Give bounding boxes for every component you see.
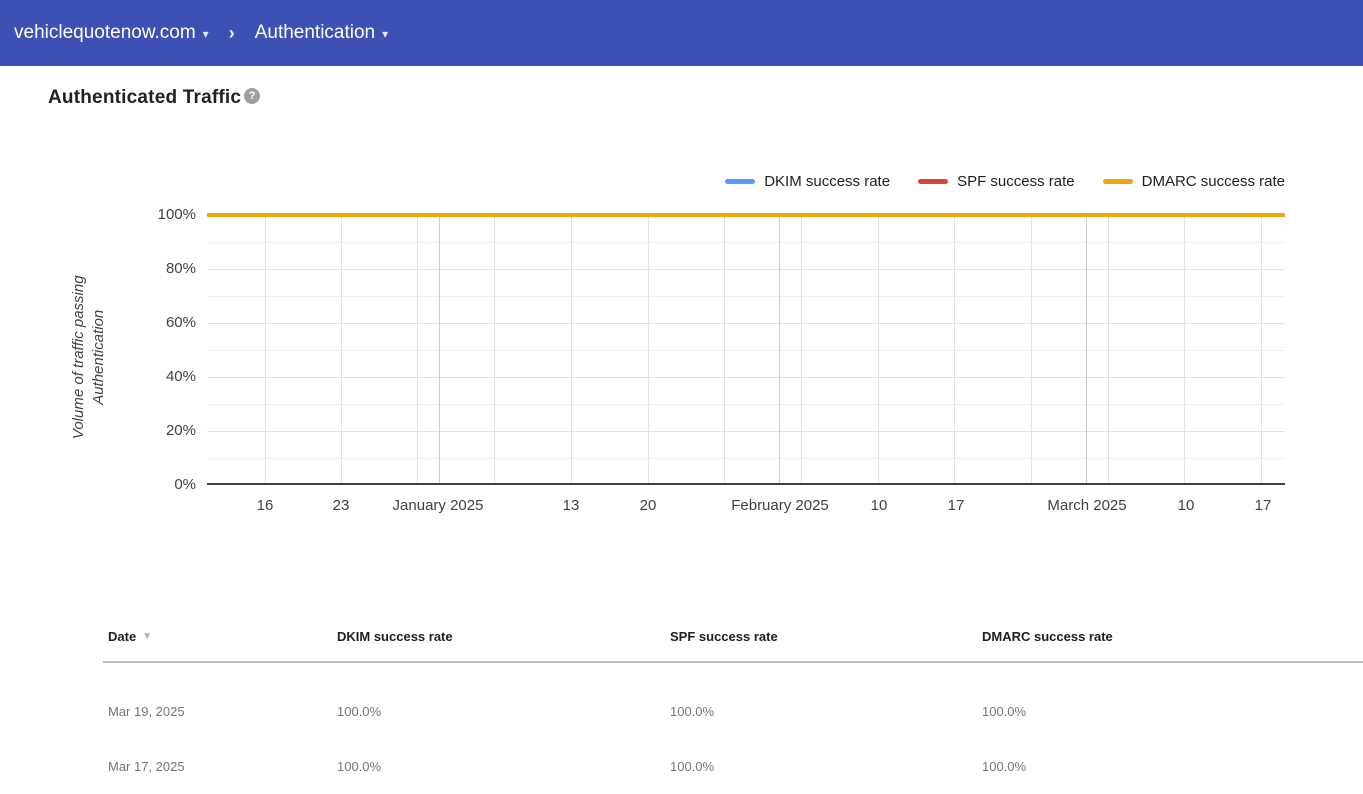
legend-line-swatch <box>725 179 756 184</box>
gridline-vertical-week <box>417 215 418 483</box>
gridline-vertical-week <box>878 215 879 483</box>
gridline-vertical-week <box>1031 215 1032 483</box>
table-header-divider <box>103 661 1363 663</box>
gridline-vertical-week <box>648 215 649 483</box>
y-axis-tick-label: 40% <box>165 368 196 385</box>
series-line-dmarc[interactable] <box>207 213 1285 217</box>
gridline-horizontal <box>207 431 1285 432</box>
x-axis-tick-label: 10 <box>870 497 888 514</box>
gridline-vertical-week <box>724 215 725 483</box>
table-cell-spf: 100.0% <box>670 759 715 774</box>
caret-down-icon: ▾ <box>202 27 209 41</box>
sort-desc-icon: ▼ <box>142 631 153 642</box>
legend-label: DKIM success rate <box>764 173 891 190</box>
x-axis-tick-label: March 2025 <box>1047 497 1127 514</box>
page-title-text: Authenticated Traffic <box>48 87 242 108</box>
plot-area[interactable] <box>207 213 1285 485</box>
legend-item: SPF success rate <box>918 173 1075 190</box>
table-cell-dmarc: 100.0% <box>982 704 1027 719</box>
gridline-horizontal <box>207 404 1285 405</box>
gridline-horizontal <box>207 458 1285 459</box>
table-row: Mar 19, 2025 100.0% 100.0% 100.0% <box>108 684 1363 739</box>
y-axis-tick-label: 60% <box>165 314 196 331</box>
column-header-date[interactable]: Date ▼ <box>108 629 153 644</box>
x-axis-tick-label: 20 <box>639 497 657 514</box>
gridline-horizontal <box>207 377 1285 378</box>
y-axis-tick-label: 0% <box>174 476 196 493</box>
table-header-row: Date ▼ DKIM success rate SPF success rat… <box>108 629 1363 644</box>
x-axis-tick-label: 13 <box>562 497 580 514</box>
gridline-vertical-month <box>779 215 780 483</box>
table-cell-dkim: 100.0% <box>337 759 382 774</box>
table-cell-date: Mar 19, 2025 <box>108 704 185 719</box>
x-axis-tick-label: 17 <box>1254 497 1272 514</box>
gridline-vertical-week <box>341 215 342 483</box>
gridline-horizontal <box>207 350 1285 351</box>
caret-down-icon: ▾ <box>382 27 389 41</box>
gridline-vertical-week <box>571 215 572 483</box>
page-title: Authenticated Traffic? <box>48 87 261 109</box>
table-cell-spf: 100.0% <box>670 704 715 719</box>
gridline-vertical-week <box>494 215 495 483</box>
gridline-vertical-week <box>801 215 802 483</box>
column-header-spf[interactable]: SPF success rate <box>670 629 778 644</box>
domain-menu-label: vehiclequotenow.com <box>14 22 196 43</box>
legend-line-swatch <box>1102 179 1133 184</box>
gridline-vertical-week <box>1184 215 1185 483</box>
gridline-vertical-week <box>954 215 955 483</box>
help-icon[interactable]: ? <box>244 88 261 104</box>
x-axis-tick-label: 23 <box>332 497 350 514</box>
table-cell-date: Mar 17, 2025 <box>108 759 185 774</box>
gridline-vertical-month <box>439 215 440 483</box>
legend-item: DKIM success rate <box>725 173 890 190</box>
legend-line-swatch <box>918 179 949 184</box>
x-axis-tick-label: 17 <box>947 497 965 514</box>
table-cell-dkim: 100.0% <box>337 704 382 719</box>
x-axis-tick-label: 10 <box>1177 497 1195 514</box>
section-menu[interactable]: Authentication ▾ <box>249 18 394 48</box>
gridline-vertical-week <box>1261 215 1262 483</box>
legend-item: DMARC success rate <box>1102 173 1285 190</box>
gridline-horizontal <box>207 242 1285 243</box>
x-axis-tick-label: 16 <box>256 497 274 514</box>
table-row: Mar 17, 2025 100.0% 100.0% 100.0% <box>108 739 1363 794</box>
gridline-horizontal <box>207 323 1285 324</box>
gridline-vertical-week <box>265 215 266 483</box>
chevron-right-icon: › <box>228 23 235 43</box>
gridline-horizontal <box>207 269 1285 270</box>
y-axis-tick-label: 80% <box>165 260 196 277</box>
x-axis-tick-label: January 2025 <box>392 497 484 514</box>
legend-label: DMARC success rate <box>1141 173 1285 190</box>
table-cell-dmarc: 100.0% <box>982 759 1027 774</box>
y-axis-tick-label: 100% <box>157 206 196 223</box>
gridline-horizontal <box>207 296 1285 297</box>
topbar: vehiclequotenow.com ▾ › Authentication ▾ <box>0 0 1363 66</box>
table-body: Mar 19, 2025 100.0% 100.0% 100.0% Mar 17, 20… <box>108 684 1363 794</box>
y-axis-tick-label: 20% <box>165 422 196 439</box>
column-header-dkim[interactable]: DKIM success rate <box>337 629 453 644</box>
gridline-vertical-month <box>1086 215 1087 483</box>
gridline-vertical-week <box>1108 215 1109 483</box>
column-header-dmarc[interactable]: DMARC success rate <box>982 629 1113 644</box>
domain-menu[interactable]: vehiclequotenow.com ▾ <box>8 18 215 48</box>
section-menu-label: Authentication <box>254 22 376 43</box>
x-axis-tick-label: February 2025 <box>731 497 829 514</box>
chart-legend: DKIM success rate SPF success rate DMARC s… <box>725 173 1285 190</box>
legend-label: SPF success rate <box>957 173 1075 190</box>
